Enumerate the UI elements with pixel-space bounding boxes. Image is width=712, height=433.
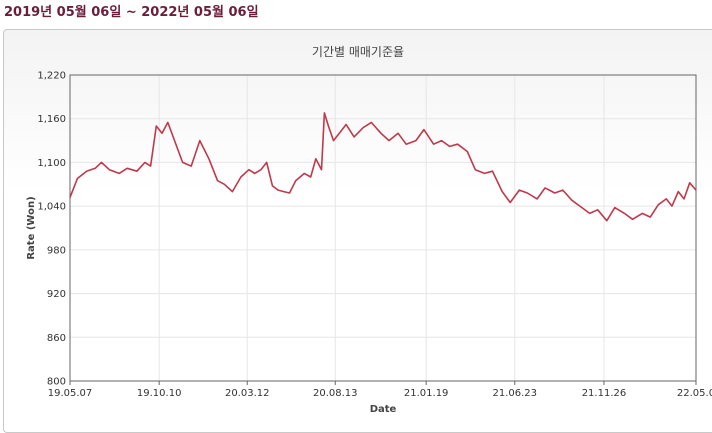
- y-tick-label: 860: [47, 333, 66, 344]
- y-axis-label: Rate (Won): [26, 196, 37, 259]
- y-axis-ticks: 800 860 920 980 1,040 1,100 1,160 1,220: [37, 71, 66, 388]
- x-axis-ticks: 19.05.07 19.10.10 20.03.12 20.08.13 21.01.19…: [48, 381, 712, 399]
- chart-title: 기간별 매매기준율: [312, 45, 404, 59]
- rate-series-line: [69, 112, 697, 222]
- y-tick-label: 980: [47, 245, 66, 256]
- line-chart: 기간별 매매기준율 800 860 920 980 1,040 1,100 1,160 1,2…: [26, 45, 712, 415]
- x-axis-label: Date: [370, 404, 397, 415]
- x-tick-label: 19.10.10: [137, 388, 182, 399]
- x-tick-label: 21.01.19: [404, 388, 449, 399]
- grid-lines: [69, 74, 697, 382]
- x-tick-label: 21.11.26: [582, 388, 627, 399]
- y-tick-label: 1,040: [37, 202, 66, 213]
- x-tick-label: 19.05.07: [48, 388, 93, 399]
- y-tick-label: 800: [47, 377, 66, 388]
- date-range-label: 2019년 05월 06일 ~ 2022년 05월 06일: [4, 5, 259, 20]
- y-tick-label: 1,220: [37, 71, 66, 82]
- y-tick-label: 1,160: [37, 114, 66, 125]
- x-tick-label: 22.05.0: [677, 388, 712, 399]
- y-tick-label: 920: [47, 289, 66, 300]
- x-tick-label: 21.06.23: [493, 388, 538, 399]
- x-tick-label: 20.03.12: [225, 388, 270, 399]
- plot-area-frame: [69, 74, 697, 382]
- y-tick-label: 1,100: [37, 158, 66, 169]
- x-tick-label: 20.08.13: [313, 388, 358, 399]
- chart-panel: 기간별 매매기준율 800 860 920 980 1,040 1,100 1,160 1,2…: [3, 29, 712, 433]
